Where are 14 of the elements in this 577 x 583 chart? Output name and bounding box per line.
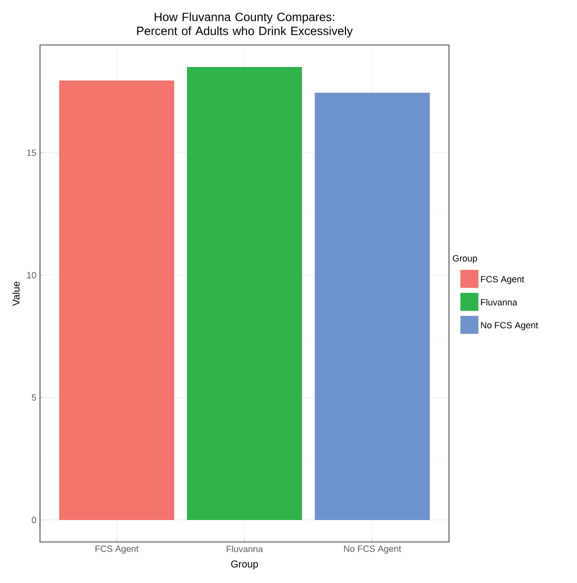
y-axis-title: Value	[12, 282, 20, 306]
chart-title: How Fluvanna County Compares: Percent of Adults who Drink Excessively	[137, 12, 353, 38]
y-tick-label: 15	[27, 150, 36, 156]
y-tick-label: 0	[32, 516, 36, 524]
x-tick-label: FCS Agent	[95, 546, 139, 554]
legend-label: No FCS Agent	[481, 322, 538, 330]
x-axis-title: Group	[231, 560, 258, 570]
x-tick-label: No FCS Agent	[344, 546, 402, 554]
legend-title: Group	[452, 255, 477, 264]
y-tick-label: 5	[32, 394, 36, 401]
legend-label: Fluvanna	[481, 298, 518, 306]
y-tick-label: 10	[27, 272, 36, 278]
legend-label: FCS Agent	[481, 276, 524, 284]
x-tick-label: Fluvanna	[226, 546, 263, 552]
